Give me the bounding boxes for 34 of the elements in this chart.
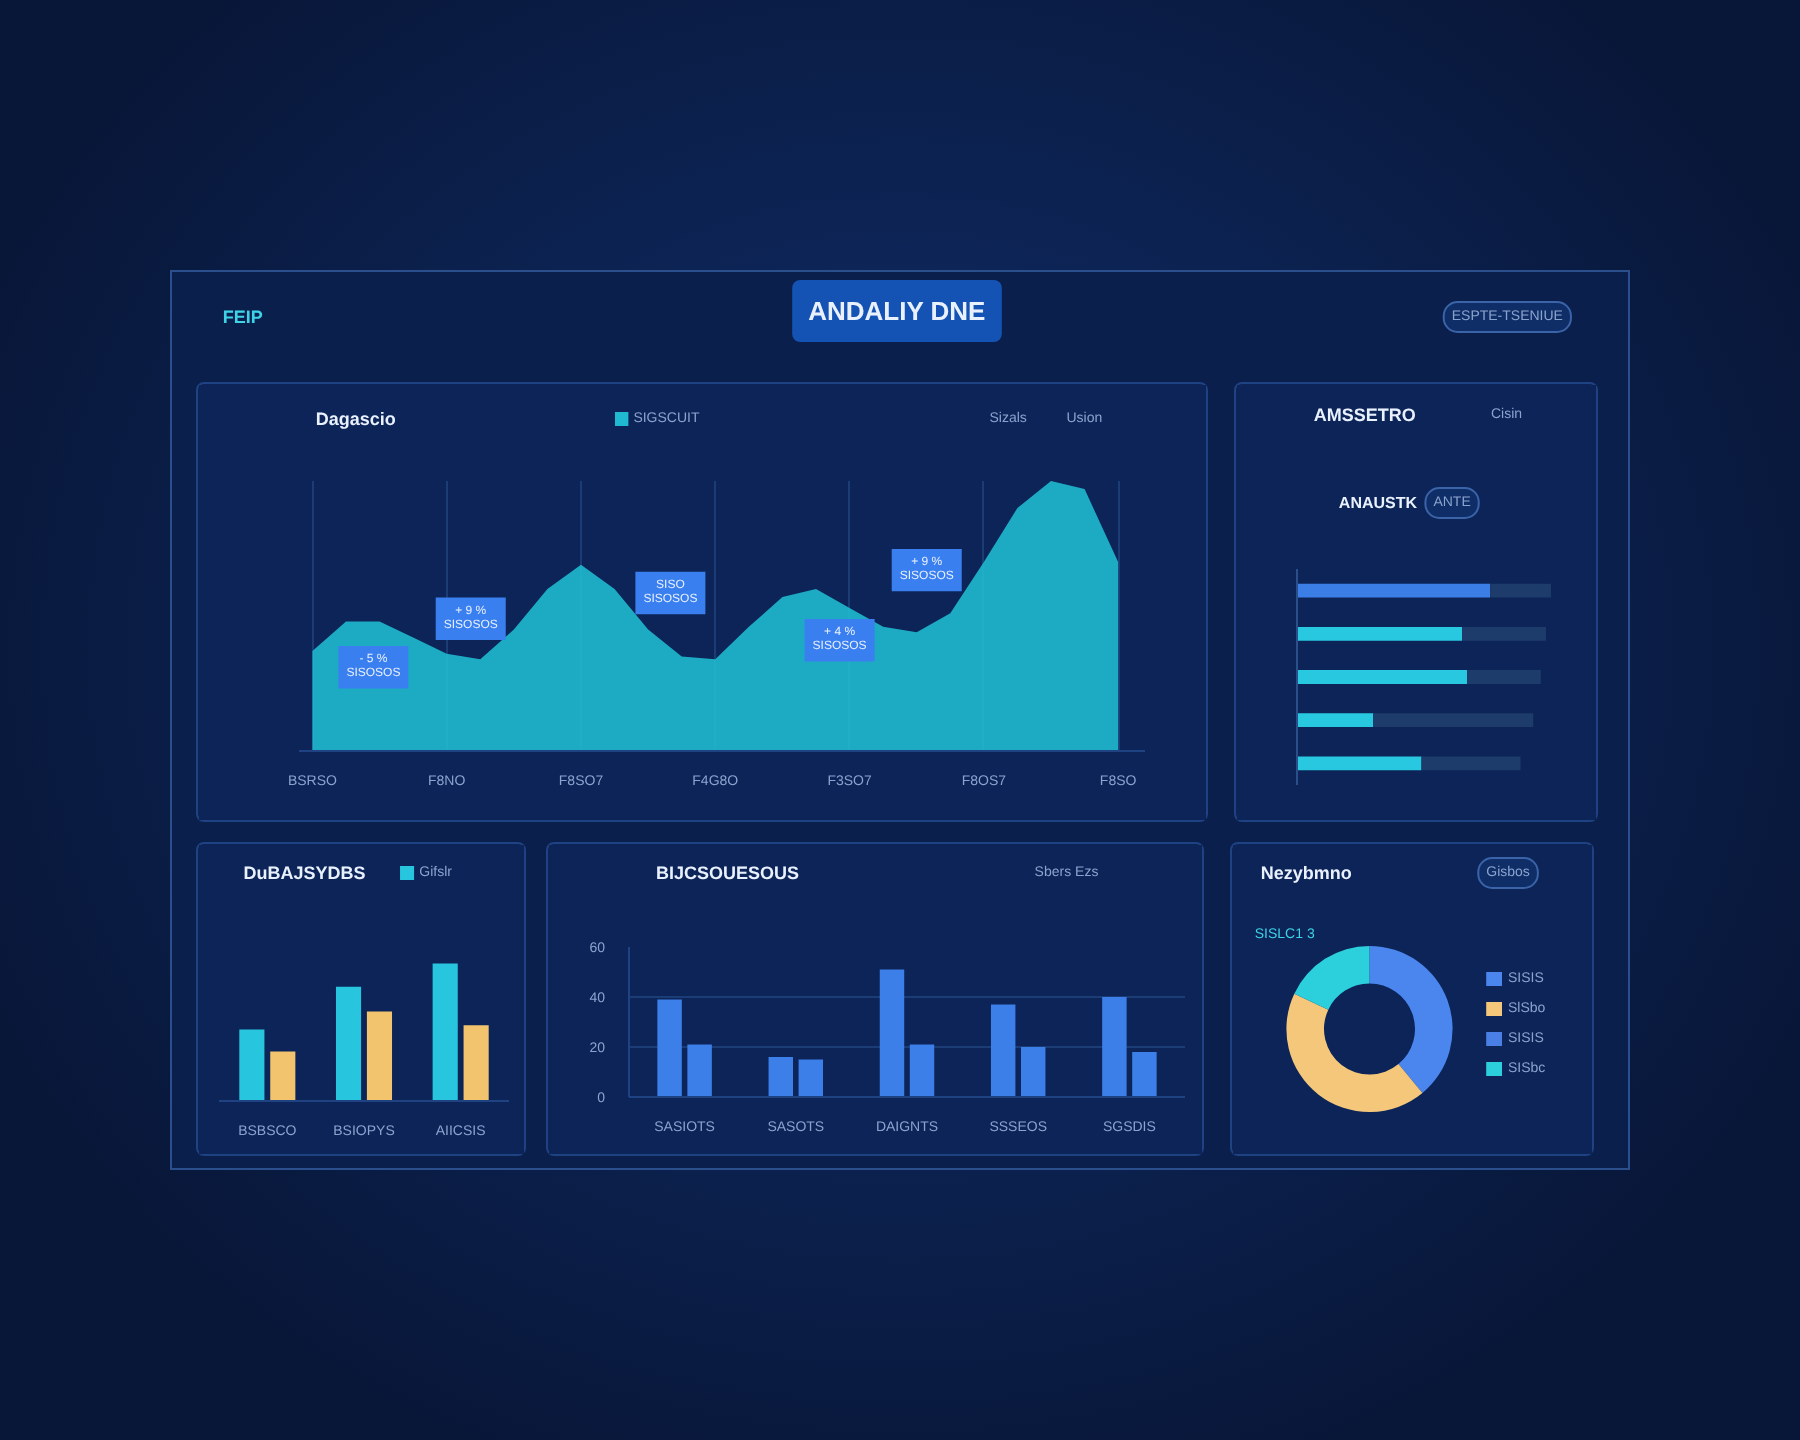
bar bbox=[768, 1057, 794, 1097]
bar bbox=[463, 1025, 489, 1101]
chart-title: Dagascio bbox=[315, 409, 397, 429]
bar bbox=[270, 1051, 296, 1101]
chart-title: DuBAJSYDBS bbox=[243, 863, 366, 883]
bar bbox=[239, 1029, 265, 1101]
bar bbox=[1020, 1047, 1046, 1097]
bar bbox=[366, 1011, 393, 1101]
text: FEIP bbox=[222, 307, 263, 327]
bar bbox=[798, 1059, 824, 1097]
text: ANAUSTK bbox=[1338, 494, 1418, 512]
text: ANDALIY DNE bbox=[808, 296, 987, 326]
bar bbox=[1297, 583, 1491, 598]
bar bbox=[1462, 626, 1546, 641]
bar bbox=[1297, 713, 1374, 728]
chart-title: AMSSETRO bbox=[1313, 405, 1416, 425]
bar bbox=[687, 1044, 712, 1097]
bar bbox=[879, 969, 905, 1097]
bar bbox=[1297, 670, 1468, 684]
chart-title: BIJCSOUESOUS bbox=[656, 863, 800, 883]
bar bbox=[1132, 1052, 1157, 1097]
chart-title: Nezybmno bbox=[1260, 863, 1353, 883]
bar bbox=[909, 1044, 935, 1097]
bar bbox=[1373, 713, 1534, 728]
bar bbox=[1467, 670, 1541, 684]
bar bbox=[990, 1004, 1016, 1097]
bar bbox=[657, 999, 682, 1097]
bar bbox=[1297, 626, 1463, 641]
bar bbox=[1421, 756, 1521, 771]
bar bbox=[335, 986, 362, 1101]
bar bbox=[432, 963, 458, 1101]
bar bbox=[1490, 583, 1551, 598]
bar bbox=[1297, 756, 1422, 771]
bar bbox=[1102, 997, 1127, 1097]
